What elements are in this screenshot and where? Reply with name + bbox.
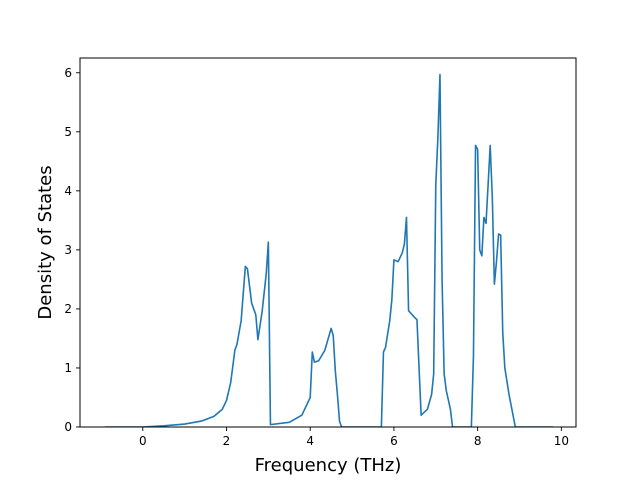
y-tick-label: 5: [64, 125, 72, 139]
x-tick-label: 10: [554, 434, 569, 448]
x-tick-label: 2: [223, 434, 231, 448]
y-tick-label: 2: [64, 302, 72, 316]
x-tick-label: 4: [306, 434, 314, 448]
x-tick-label: 6: [390, 434, 398, 448]
y-tick-label: 0: [64, 420, 72, 434]
plot-area: [105, 73, 553, 427]
y-tick-label: 3: [64, 243, 72, 257]
y-tick-label: 4: [64, 184, 72, 198]
x-tick-label: 8: [474, 434, 482, 448]
axis-ticks: 0 2 4 6 8 10 0 1 2 3 4 5 6: [64, 66, 569, 448]
y-tick-label: 6: [64, 66, 72, 80]
dos-series-line: [105, 73, 553, 427]
y-axis-label: Density of States: [35, 165, 56, 319]
y-tick-label: 1: [64, 361, 72, 375]
plot-frame: [79, 57, 577, 428]
x-tick-label: 0: [139, 434, 147, 448]
x-axis-label: Frequency (THz): [255, 455, 402, 476]
